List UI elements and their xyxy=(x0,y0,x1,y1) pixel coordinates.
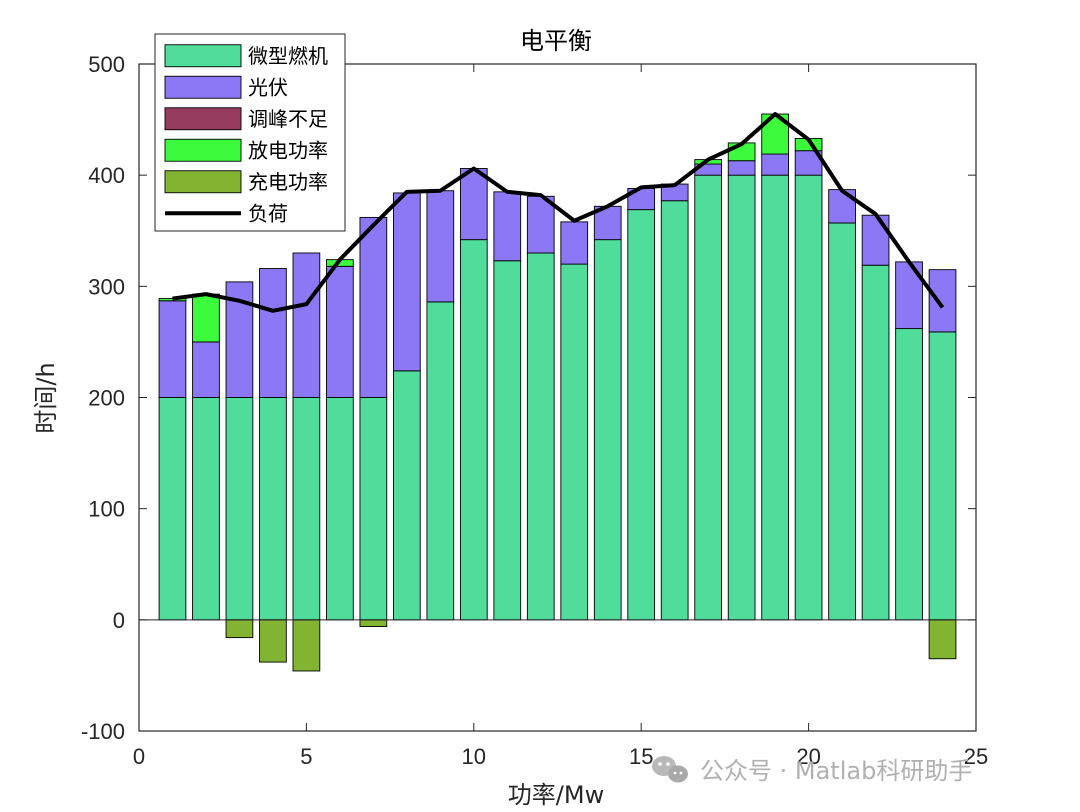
legend-label-5: 充电功率 xyxy=(248,170,328,194)
legend-label-2: 光伏 xyxy=(248,75,288,99)
bar-5-3 xyxy=(225,619,254,639)
y-tick-label: 400 xyxy=(88,163,125,188)
bar-2-4 xyxy=(259,268,287,398)
bar-2-10 xyxy=(459,168,488,241)
x-tick-label: 20 xyxy=(796,744,820,769)
bar-1-5 xyxy=(292,397,321,621)
bar-1-24 xyxy=(928,331,957,621)
bar-1-22 xyxy=(861,264,890,621)
bar-2-11 xyxy=(493,191,522,262)
legend-label-1: 微型燃机 xyxy=(248,44,328,68)
load-line xyxy=(172,112,945,313)
legend-label-3: 调峰不足 xyxy=(248,107,328,131)
bar-1-16 xyxy=(660,200,689,621)
y-tick-label: 100 xyxy=(88,497,125,522)
x-tick-label: 15 xyxy=(629,744,653,769)
bar-5-24 xyxy=(928,619,957,660)
bar-5-4 xyxy=(259,619,287,663)
x-axis-label: 功率/Mw xyxy=(508,781,604,809)
y-tick-label: -100 xyxy=(81,719,125,744)
bar-1-13 xyxy=(560,263,589,621)
x-tick-label: 25 xyxy=(964,744,988,769)
legend-swatch-3 xyxy=(164,107,242,131)
bar-1-1 xyxy=(158,397,187,621)
bar-2-6 xyxy=(326,265,354,398)
x-tick-label: 0 xyxy=(133,744,145,769)
bar-2-21 xyxy=(828,189,856,224)
legend-swatch-5 xyxy=(164,170,242,194)
legend-swatch-2 xyxy=(164,75,242,99)
bar-1-23 xyxy=(895,328,923,621)
ticks-layer: 0 5 10 15 20 25 -100 0 100 200 300 400 500 xyxy=(81,52,988,769)
bar-1-6 xyxy=(326,397,354,621)
bar-1-7 xyxy=(359,397,388,621)
watermark: 公众号 · Matlab科研助手 xyxy=(652,756,972,785)
bar-2-22 xyxy=(861,214,890,266)
bar-1-4 xyxy=(259,397,287,621)
bar-2-8 xyxy=(392,192,421,372)
bar-2-18 xyxy=(727,160,756,176)
bar-1-2 xyxy=(192,397,220,621)
bar-1-14 xyxy=(593,239,622,621)
bar-5-5 xyxy=(292,619,321,672)
bar-1-11 xyxy=(493,260,522,621)
y-tick-label: 300 xyxy=(88,274,125,299)
bar-1-8 xyxy=(392,370,421,621)
bar-2-13 xyxy=(560,221,589,265)
y-axis-label: 时间/h xyxy=(32,362,60,433)
wechat-icon xyxy=(652,756,688,783)
bar-2-9 xyxy=(426,190,455,303)
bar-1-19 xyxy=(761,174,789,621)
legend-label-6: 负荷 xyxy=(248,201,288,225)
bar-1-20 xyxy=(794,174,823,621)
x-tick-label: 10 xyxy=(462,744,486,769)
bar-2-19 xyxy=(761,153,789,176)
bar-1-17 xyxy=(694,174,723,621)
bar-5-7 xyxy=(359,619,388,627)
y-tick-label: 0 xyxy=(113,608,125,633)
bar-2-7 xyxy=(359,216,388,398)
legend-label-4: 放电功率 xyxy=(248,138,328,162)
watermark-text: 公众号 · Matlab科研助手 xyxy=(700,757,972,785)
bar-1-12 xyxy=(526,252,555,621)
legend-swatch-4 xyxy=(164,138,242,162)
bar-2-1 xyxy=(158,300,187,398)
bar-2-5 xyxy=(292,252,321,398)
bar-1-9 xyxy=(426,301,455,621)
bar-1-15 xyxy=(627,209,656,621)
legend-swatch-1 xyxy=(164,44,242,68)
bar-1-10 xyxy=(459,239,488,621)
bar-1-21 xyxy=(828,222,856,621)
bar-1-3 xyxy=(225,397,254,621)
bar-2-2 xyxy=(192,341,220,398)
y-tick-label: 500 xyxy=(88,52,125,77)
bar-2-24 xyxy=(928,269,957,333)
bar-1-18 xyxy=(727,174,756,621)
bar-2-12 xyxy=(526,195,555,254)
chart-title: 电平衡 xyxy=(520,27,592,55)
bar-4-2 xyxy=(192,293,220,343)
y-tick-label: 200 xyxy=(88,386,125,411)
x-tick-label: 5 xyxy=(300,744,312,769)
